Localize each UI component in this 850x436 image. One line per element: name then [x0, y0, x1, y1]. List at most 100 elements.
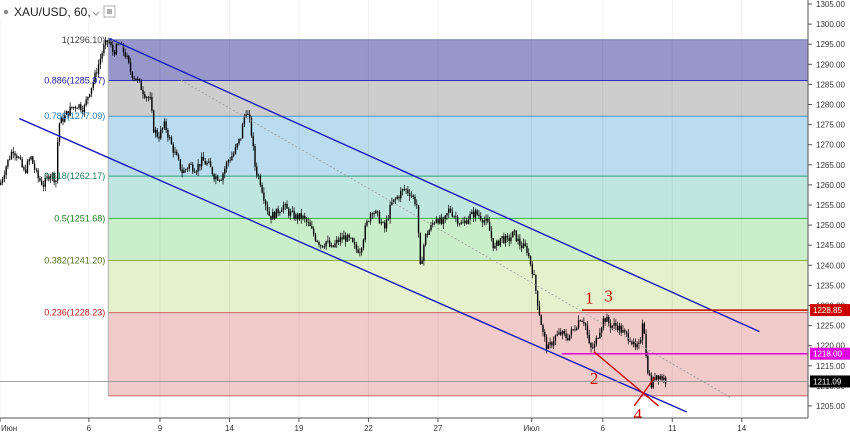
candle: [129, 57, 132, 75]
candle: [417, 204, 420, 238]
x-tick-label: 22: [364, 424, 373, 433]
x-tick-label: 6: [601, 424, 606, 433]
candle: [574, 324, 576, 332]
candle: [268, 206, 270, 217]
candle: [51, 172, 54, 181]
candle: [245, 110, 247, 119]
candle: [12, 146, 14, 159]
candle: [74, 105, 77, 113]
candle: [465, 217, 468, 225]
candle: [124, 48, 126, 59]
candle: [172, 142, 174, 158]
candle: [341, 232, 343, 244]
fib-band-0.786: [108, 116, 809, 177]
candle: [151, 92, 153, 113]
y-tick-label: 1255.00: [816, 201, 845, 210]
candle: [318, 240, 320, 248]
candle: [444, 214, 446, 223]
candle: [492, 238, 494, 252]
candle: [355, 241, 358, 253]
candle: [513, 229, 516, 236]
candle: [387, 214, 390, 221]
candle: [503, 232, 505, 245]
wave-label-4: 4: [633, 405, 642, 424]
candle: [440, 213, 443, 226]
candle: [238, 138, 240, 146]
candle: [643, 321, 645, 335]
candle: [485, 214, 487, 226]
candle: [638, 338, 640, 350]
time-axis[interactable]: Июн 6 9 14 19 22 27 Июл 6 11 14: [0, 417, 850, 436]
candle: [588, 329, 590, 345]
price-axis[interactable]: 1205.001210.001215.001220.001225.001230.…: [807, 0, 850, 418]
candle: [133, 75, 135, 82]
annotation-line-1[interactable]: [633, 377, 656, 407]
annotation-line-0[interactable]: [593, 351, 659, 407]
channel-line-0[interactable]: [107, 37, 760, 333]
channel-line-1[interactable]: [19, 117, 688, 413]
y-tick-label: 1305.00: [816, 0, 845, 9]
candle: [218, 179, 221, 183]
candle: [648, 370, 651, 377]
candle: [467, 215, 470, 225]
candle: [60, 115, 62, 124]
candle: [624, 328, 626, 335]
candle: [256, 162, 258, 179]
candle: [544, 329, 546, 342]
price-tag-1218.00: 1218.00: [810, 347, 850, 360]
chevron-down-icon[interactable]: [92, 11, 100, 16]
candle: [291, 206, 294, 213]
square-toggle-icon[interactable]: [103, 5, 116, 18]
fib-band-0.886: [108, 80, 809, 117]
candle: [112, 40, 114, 56]
candle: [478, 210, 480, 220]
candle: [400, 187, 402, 203]
candle: [496, 239, 498, 251]
candle: [488, 217, 491, 232]
fibonacci-retracement[interactable]: [107, 39, 809, 397]
candle: [58, 122, 61, 147]
candle: [231, 151, 233, 161]
candle: [510, 232, 512, 245]
svg-text:1228.85: 1228.85: [813, 306, 842, 315]
candle: [161, 127, 164, 134]
candle: [364, 222, 366, 243]
candle: [346, 233, 349, 242]
candle: [108, 38, 110, 45]
candle: [1, 176, 4, 186]
symbol-title[interactable]: XAU/USD, 60,: [14, 5, 91, 19]
candle: [206, 160, 208, 167]
candle: [263, 187, 265, 204]
candle: [321, 245, 324, 249]
wave-label-2: 2: [590, 369, 599, 388]
chart-legend[interactable]: XAU/USD, 60,: [0, 0, 135, 20]
candle: [631, 340, 633, 346]
candle: [490, 226, 493, 242]
candle: [542, 323, 544, 337]
candle: [128, 54, 130, 65]
candle: [298, 213, 301, 221]
candle: [270, 215, 272, 224]
y-tick-label: 1265.00: [816, 161, 845, 170]
fib-label-0.618: 0.618(1262.17): [44, 171, 105, 181]
candle: [99, 53, 102, 69]
candle: [247, 110, 249, 116]
candle: [209, 157, 212, 168]
candle: [423, 243, 425, 266]
y-tick-label: 1280.00: [816, 101, 845, 110]
candle: [476, 209, 478, 216]
candle: [183, 167, 185, 174]
candle: [101, 50, 103, 63]
candle: [304, 212, 306, 223]
candle: [554, 334, 557, 345]
price-tag-1211.09: 1211.09: [810, 375, 850, 388]
candle: [248, 110, 251, 123]
candle: [581, 319, 583, 323]
candle: [140, 78, 142, 91]
drawing-lines[interactable]: [0, 37, 808, 413]
candle: [23, 165, 25, 172]
candle: [378, 210, 381, 224]
x-tick-label: 9: [158, 424, 163, 433]
candle: [382, 221, 384, 224]
